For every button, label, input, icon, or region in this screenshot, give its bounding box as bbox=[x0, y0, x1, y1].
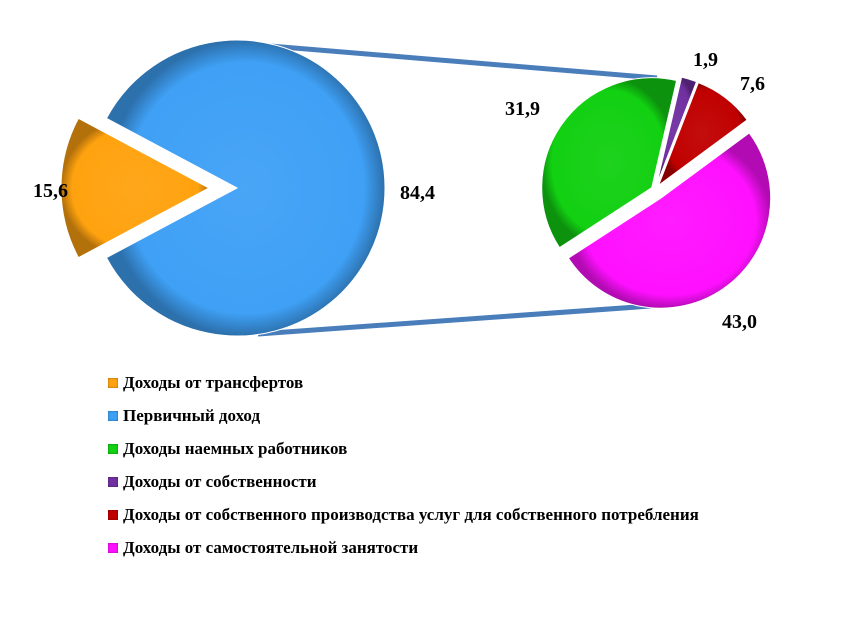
legend-label: Первичный доход bbox=[123, 405, 261, 425]
legend-swatch bbox=[108, 410, 118, 421]
secondary-pie bbox=[541, 76, 772, 309]
connector-line-top bbox=[257, 42, 658, 81]
legend-item-own-production: Доходы от собственного производства услу… bbox=[108, 498, 699, 531]
legend-label: Доходы от собственности bbox=[123, 471, 317, 491]
legend-swatch bbox=[108, 443, 118, 454]
data-label-property-income: 1,9 bbox=[693, 49, 718, 71]
legend-swatch bbox=[108, 509, 118, 520]
data-label-employee-income: 31,9 bbox=[505, 98, 540, 120]
pie-slice-own-production bbox=[657, 82, 748, 187]
legend-item-property-income: Доходы от собственности bbox=[108, 465, 699, 498]
connector-lines bbox=[257, 42, 666, 337]
main-pie bbox=[60, 39, 386, 337]
connector-line-bottom bbox=[257, 302, 666, 337]
legend-swatch bbox=[108, 476, 118, 487]
legend-swatch bbox=[108, 542, 118, 553]
data-label-own-production: 7,6 bbox=[740, 73, 765, 95]
legend-label: Доходы от трансфертов bbox=[123, 372, 304, 392]
pie-slice-employee-income bbox=[541, 77, 678, 249]
data-label-transfers: 15,6 bbox=[33, 180, 68, 202]
pie-slice-property-income bbox=[656, 76, 698, 185]
legend: Доходы от трансфертов Первичный доход До… bbox=[108, 366, 699, 564]
data-label-primary-income: 84,4 bbox=[400, 182, 435, 204]
pie-slice-transfers bbox=[60, 117, 211, 259]
legend-item-transfers: Доходы от трансфертов bbox=[108, 366, 699, 399]
legend-label: Доходы от самостоятельной занятости bbox=[123, 537, 419, 557]
pie-slice-self-employment bbox=[567, 132, 772, 309]
legend-item-primary-income: Первичный доход bbox=[108, 399, 699, 432]
data-label-self-employment: 43,0 bbox=[722, 311, 757, 333]
data-labels: 15,6 84,4 31,9 1,9 7,6 43,0 bbox=[33, 49, 765, 333]
pie-slice-primary-income bbox=[105, 39, 386, 337]
legend-item-self-employment: Доходы от самостоятельной занятости bbox=[108, 531, 699, 564]
legend-item-employee-income: Доходы наемных работников bbox=[108, 432, 699, 465]
legend-label: Доходы от собственного производства услу… bbox=[123, 504, 699, 524]
legend-swatch bbox=[108, 377, 118, 388]
legend-label: Доходы наемных работников bbox=[123, 438, 348, 458]
